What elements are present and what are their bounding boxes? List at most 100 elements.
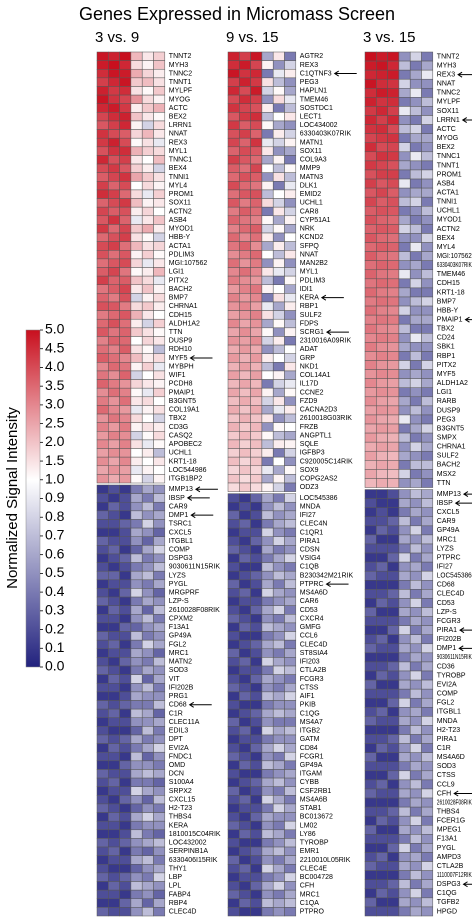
heatmap-cell — [239, 838, 251, 848]
heatmap-cell — [119, 648, 132, 658]
heatmap-cell — [96, 691, 109, 701]
heatmap-cell — [130, 683, 143, 693]
gene-label: IBSP — [437, 500, 453, 507]
heatmap-cell — [376, 815, 388, 826]
heatmap-cell — [376, 387, 388, 398]
heatmap-cell — [96, 206, 109, 217]
heatmap-cell — [239, 198, 251, 208]
gene-label: DSPG3 — [437, 881, 461, 888]
heatmap-cell — [130, 726, 143, 736]
heatmap-cell — [398, 160, 411, 171]
heatmap-cell — [227, 648, 240, 658]
heatmap-cell — [272, 562, 285, 572]
gene-label: LZP-S — [169, 598, 189, 605]
arrow — [189, 355, 213, 361]
heatmap-cell — [130, 665, 143, 675]
heatmap-cell — [141, 155, 154, 165]
gene-label: MRGPRF — [169, 590, 199, 597]
heatmap-cell — [153, 751, 166, 762]
heatmap-cell — [119, 657, 132, 667]
heatmap-cell — [141, 215, 154, 225]
gene-label: ITGB2 — [300, 728, 320, 735]
heatmap-cell — [398, 69, 411, 80]
heatmap-cell — [284, 545, 297, 555]
heatmap-cell — [261, 639, 274, 650]
heatmap-cell — [272, 570, 285, 581]
heatmap-cell — [227, 493, 240, 503]
heatmap-cell — [387, 88, 400, 98]
heatmap-cell — [130, 545, 143, 555]
heatmap-cell — [387, 333, 400, 343]
heatmap-cell — [376, 478, 388, 488]
heatmap-cell — [130, 907, 143, 917]
heatmap-cell — [421, 707, 434, 717]
heatmap-cell — [239, 112, 251, 122]
heatmap-cell — [239, 501, 251, 512]
heatmap-cell — [153, 501, 166, 512]
heatmap-cell — [387, 378, 400, 388]
heatmap-cell — [272, 657, 285, 667]
heatmap-cell — [387, 251, 400, 261]
heatmap-cell — [421, 133, 434, 143]
arrow — [457, 71, 472, 78]
heatmap-cell — [272, 60, 285, 70]
gene-label: BC004728 — [300, 874, 333, 881]
heatmap-cell — [239, 301, 251, 311]
heatmap-cell — [227, 812, 240, 822]
heatmap-cell — [227, 864, 240, 874]
heatmap-cell — [421, 834, 434, 844]
heatmap-cell — [284, 734, 297, 744]
heatmap-cell — [108, 232, 120, 242]
gene-label: CYBB — [300, 779, 319, 786]
heatmap-cell — [108, 301, 120, 311]
heatmap-cell — [284, 527, 297, 537]
heatmap-cell — [130, 275, 143, 285]
heatmap-cell — [141, 474, 154, 484]
heatmap-cell — [153, 570, 166, 581]
gene-label: 2610028F08RIK — [437, 799, 472, 806]
heatmap-cell — [141, 275, 154, 285]
heatmap-cell — [141, 112, 154, 122]
heatmap-cell — [409, 296, 422, 307]
gene-label: CLEC4D — [300, 641, 328, 648]
heatmap-cell — [261, 803, 274, 813]
gene-label: DPT — [169, 736, 184, 743]
heatmap-cell — [284, 482, 297, 492]
heatmap-cell — [398, 115, 411, 125]
heatmap-cell — [409, 215, 422, 225]
heatmap-cell — [227, 155, 240, 165]
heatmap-cell — [364, 187, 377, 198]
heatmap-cell — [376, 360, 388, 370]
heatmap-cell — [272, 545, 285, 555]
heatmap-cell — [364, 906, 377, 917]
heatmap-cell — [227, 448, 240, 458]
heatmap-cell — [119, 103, 132, 113]
heatmap-cell — [272, 665, 285, 675]
heatmap-cell — [239, 241, 251, 251]
heatmap-cell — [409, 88, 422, 98]
heatmap-cell — [153, 493, 166, 503]
heatmap-cell — [153, 68, 166, 79]
gene-label: CD24 — [437, 335, 455, 342]
heatmap-cell — [364, 69, 377, 80]
heatmap-cell — [284, 94, 297, 104]
heatmap-cell — [272, 614, 285, 624]
heatmap-cell — [376, 861, 388, 871]
heatmap-cell — [227, 562, 240, 572]
heatmap-cell — [108, 198, 120, 208]
heatmap-cell — [421, 797, 434, 808]
heatmap-cell — [108, 726, 120, 736]
heatmap-cell — [250, 336, 263, 346]
heatmap-cell — [284, 318, 297, 329]
heatmap-cell — [376, 115, 388, 125]
heatmap-cell — [119, 353, 132, 363]
heatmap-cell — [130, 898, 143, 908]
heatmap-cell — [421, 206, 434, 216]
heatmap-cell — [130, 370, 143, 380]
heatmap-cell — [130, 864, 143, 874]
heatmap-cell — [272, 362, 285, 372]
heatmap-cell — [153, 484, 166, 494]
heatmap-cell — [250, 648, 263, 658]
heatmap-cell — [130, 267, 143, 277]
heatmap-cell — [108, 614, 120, 624]
